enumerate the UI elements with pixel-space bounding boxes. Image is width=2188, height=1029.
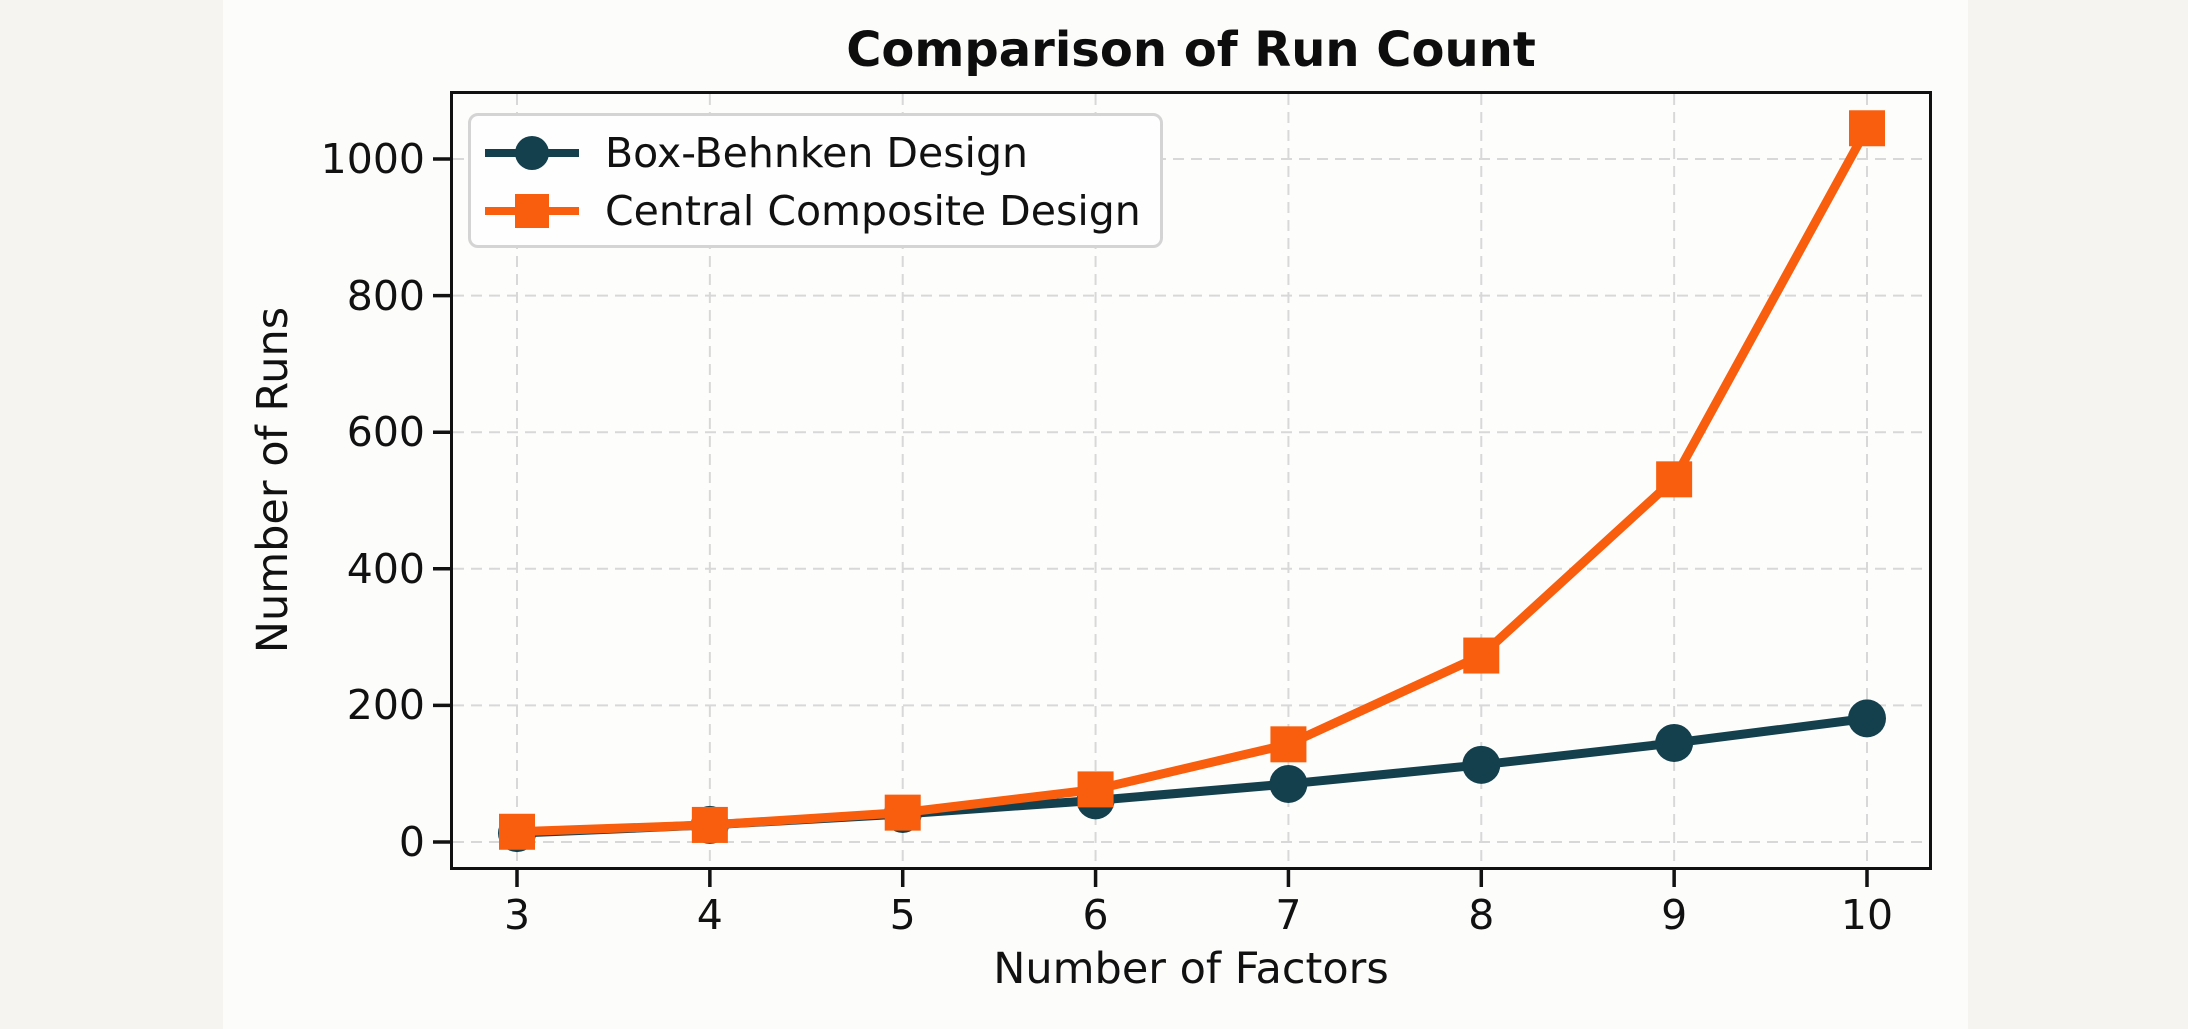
data-point-square [1463, 637, 1500, 674]
x-tick-label: 5 [889, 891, 916, 939]
chart-title: Comparison of Run Count [846, 22, 1536, 78]
data-point-square [499, 813, 535, 850]
legend-label: Box-Behnken Design [605, 129, 1028, 177]
y-tick-label: 0 [398, 818, 425, 866]
data-point-square [884, 794, 921, 831]
legend-item-central-composite: Central Composite Design [485, 182, 1160, 240]
legend-box: Box-Behnken Design Central Composite Des… [468, 113, 1163, 248]
data-point-square [1270, 726, 1307, 763]
data-point-circle [1655, 723, 1694, 762]
legend-item-box-behnken: Box-Behnken Design [485, 124, 1160, 182]
data-series [498, 110, 1886, 853]
data-point-square [1077, 771, 1114, 808]
y-tick-label: 200 [346, 681, 425, 730]
data-point-circle [1462, 745, 1501, 784]
x-tick-label: 8 [1468, 891, 1495, 939]
y-tick-label: 600 [346, 408, 425, 457]
x-tick-label: 4 [696, 891, 723, 939]
y-tick-label: 1000 [320, 135, 425, 183]
legend-label: Central Composite Design [605, 187, 1141, 235]
x-tick-label: 10 [1840, 891, 1894, 939]
data-point-square [1848, 110, 1885, 147]
data-point-square [1656, 461, 1693, 498]
axis-tick-marks [433, 157, 1869, 887]
data-point-circle [1847, 699, 1886, 738]
y-tick-label: 800 [346, 271, 425, 320]
x-tick-label: 3 [503, 891, 531, 939]
legend-circle-marker-icon [485, 133, 579, 173]
legend-square-marker-icon [485, 191, 579, 231]
series-line-central-composite [512, 123, 1872, 837]
y-tick-label: 400 [346, 544, 425, 593]
data-point-square [691, 806, 728, 843]
x-axis-label: Number of Factors [993, 944, 1389, 994]
x-tick-label: 7 [1275, 891, 1302, 939]
y-axis-label-text: Number of Runs [248, 306, 298, 654]
chart-figure: Comparison of Run Count Number of Runs 3… [223, 0, 1968, 1029]
data-point-circle [1269, 764, 1308, 803]
x-tick-label: 9 [1661, 891, 1688, 939]
x-tick-label: 6 [1082, 891, 1109, 939]
